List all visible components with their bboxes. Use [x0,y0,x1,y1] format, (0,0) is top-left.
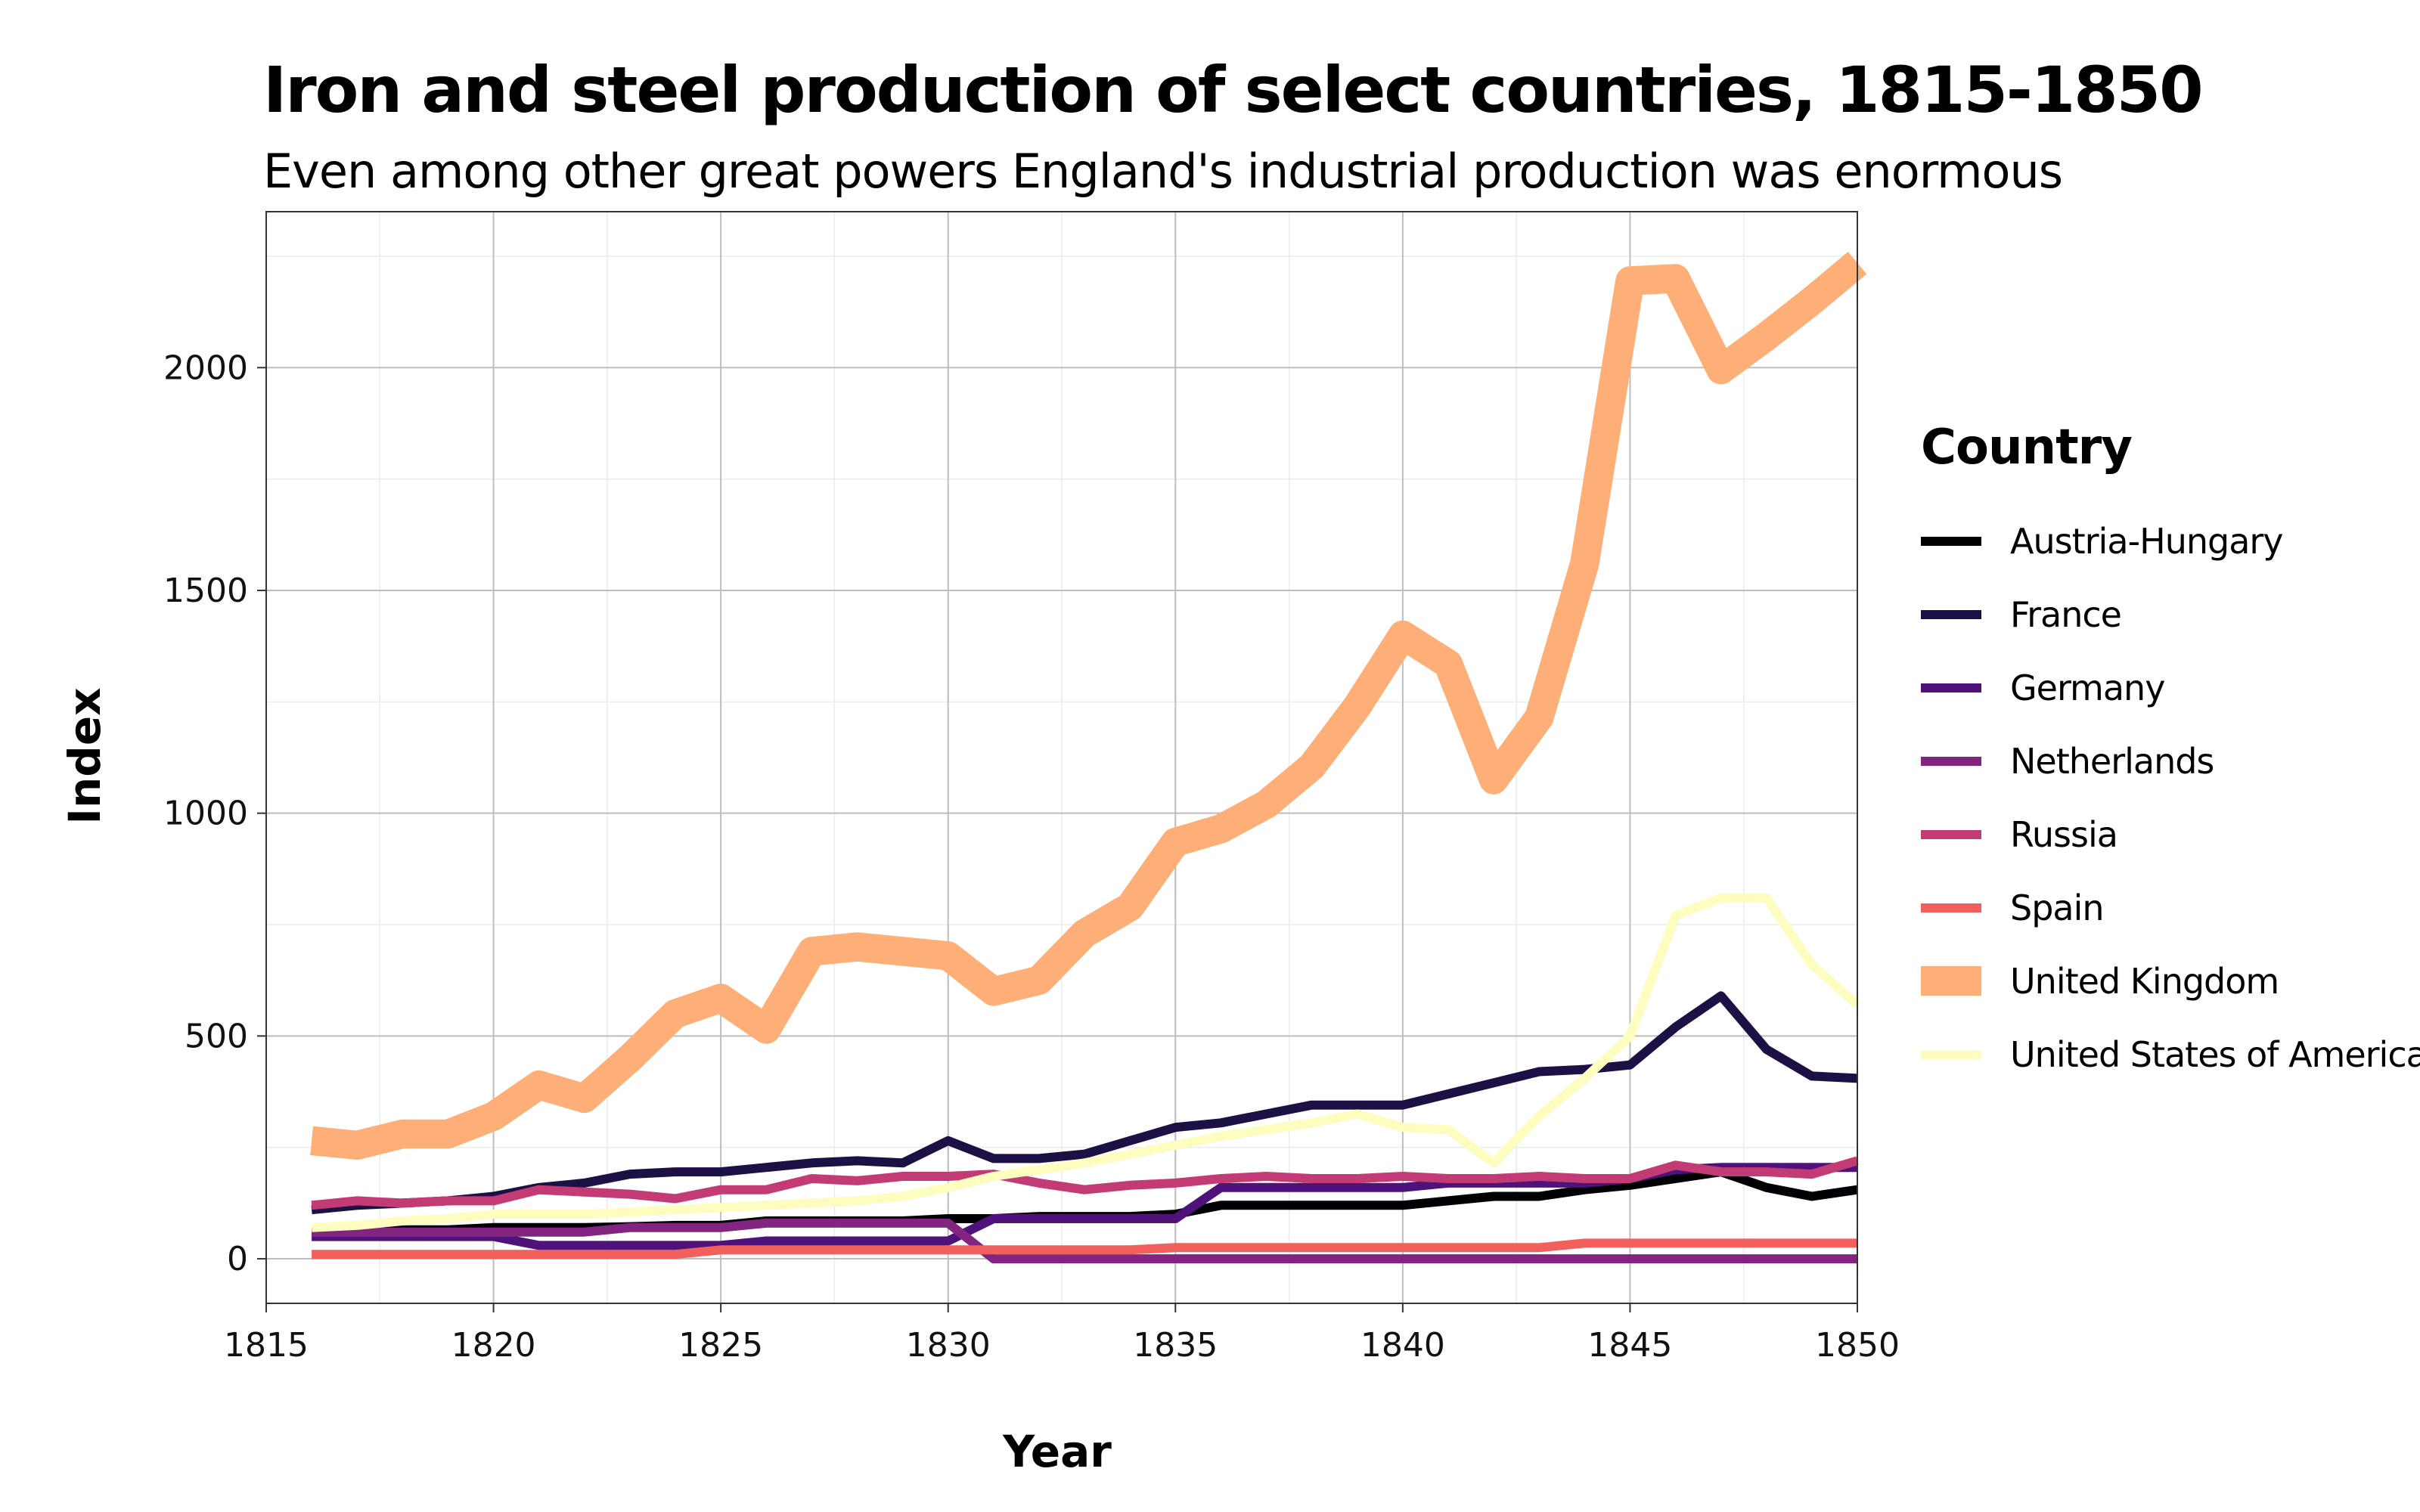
y-tick-label: 2000 [163,349,248,387]
x-tick-label: 1825 [678,1326,763,1365]
series-lines [310,252,1867,1264]
legend-item: United Kingdom [1921,944,2420,1018]
x-axis-label: Year [1002,1426,1112,1477]
legend-item: Germany [1921,651,2420,724]
x-tick-label: 1830 [906,1326,991,1365]
x-tick-label: 1840 [1360,1326,1445,1365]
series-line-united-kingdom [310,252,1867,1160]
x-tick-label: 1835 [1133,1326,1218,1365]
gridlines [265,212,1858,1303]
legend-items: Austria-Hungary France Germany Netherlands R… [1921,504,2420,1091]
legend-label: Austria-Hungary [2010,520,2284,562]
x-tick-label: 1850 [1815,1326,1900,1365]
legend-label: Germany [2010,667,2165,708]
legend-item: United States of America [1921,1018,2420,1091]
y-tick-label: 0 [227,1240,248,1278]
legend-key-swatch [1921,609,1981,619]
series-line-russia [311,1156,1859,1210]
legend-item: Austria-Hungary [1921,504,2420,578]
legend-item: Spain [1921,871,2420,944]
legend-key-swatch [1921,756,1981,766]
legend-key-swatch [1921,966,1981,996]
plot-panel-border [265,211,1858,1304]
legend-key-swatch [1921,903,1981,912]
x-axis-ticks: 1815 1820 1825 1830 1835 1840 1845 1850 [224,1303,1900,1365]
legend-label: United States of America [2010,1033,2420,1075]
legend-label: Netherlands [2010,740,2214,782]
chart-subtitle: Even among other great powers England's … [263,144,2063,199]
series-line-united-states-of-america [311,893,1860,1232]
x-tick-label: 1845 [1587,1326,1672,1365]
x-tick-label: 1815 [224,1326,309,1365]
legend-key-swatch [1921,683,1981,692]
series-line-netherlands [312,1218,1857,1264]
chart-title: Iron and steel production of select coun… [263,53,2204,127]
legend-key-swatch [1921,1049,1981,1059]
legend-item: France [1921,578,2420,651]
y-axis-label: Index [59,687,110,824]
legend-label: United Kingdom [2010,960,2279,1002]
y-axis-ticks: 0 500 1000 1500 2000 [163,349,266,1278]
series-line-spain [312,1238,1857,1259]
legend-label: Russia [2010,813,2118,855]
legend-label: France [2010,593,2122,635]
legend-key-swatch [1921,536,1981,546]
legend: Country Austria-Hungary France Germany Neth… [1921,420,2420,1091]
x-tick-label: 1820 [451,1326,536,1365]
legend-title: Country [1921,420,2133,476]
legend-item: Netherlands [1921,724,2420,798]
y-tick-label: 1000 [163,795,248,833]
y-tick-label: 500 [185,1017,248,1055]
legend-item: Russia [1921,798,2420,871]
legend-label: Spain [2010,887,2105,928]
y-tick-label: 1500 [163,572,248,610]
legend-key-swatch [1921,829,1981,839]
